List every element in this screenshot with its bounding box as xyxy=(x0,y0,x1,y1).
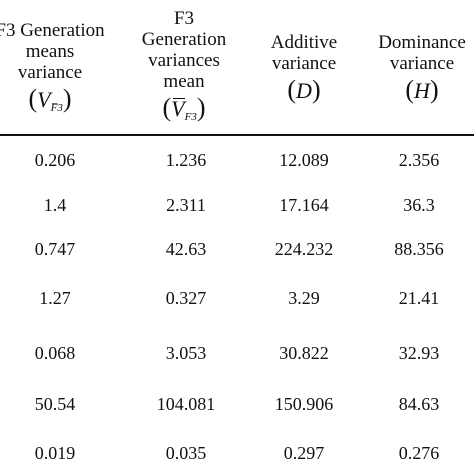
header-line: variance xyxy=(389,53,455,74)
table-cell: 50.54 xyxy=(34,394,76,414)
header-symbol: (VF̅3) xyxy=(28,84,72,115)
header-line: variance xyxy=(271,53,337,74)
table-cell: 0.276 xyxy=(398,443,440,463)
table-cell: 0.035 xyxy=(165,443,207,463)
header-f3-generation-variances-mean: F3 Generation variances mean (VF3) xyxy=(120,8,248,131)
table-cell: 2.311 xyxy=(166,195,206,215)
table-cell: 88.356 xyxy=(394,239,444,259)
table-cell: 0.206 xyxy=(34,150,76,170)
table-cell: 1.27 xyxy=(39,288,71,308)
header-dominance-variance: Dominance variance (H) xyxy=(364,32,474,105)
header-line: F3 xyxy=(173,8,195,29)
header-line: Dominance xyxy=(378,32,466,53)
table-cell: 17.164 xyxy=(279,195,329,215)
table-cell: 30.822 xyxy=(279,343,329,363)
header-symbol: (H) xyxy=(405,75,439,104)
table-cell: 3.29 xyxy=(288,288,320,308)
table-cell: 42.63 xyxy=(165,239,207,259)
table-cell: 1.236 xyxy=(165,150,207,170)
header-line: variances xyxy=(148,50,220,71)
header-line: F3 Generation xyxy=(0,20,105,41)
table-cell: 32.93 xyxy=(398,343,440,363)
table-cell: 12.089 xyxy=(279,150,329,170)
table-cell: 150.906 xyxy=(274,394,334,414)
table-cell: 224.232 xyxy=(274,239,334,259)
header-line: variance xyxy=(17,62,83,83)
header-line: mean xyxy=(163,71,205,92)
header-additive-variance: Additive variance (D) xyxy=(248,32,360,105)
table-cell: 21.41 xyxy=(398,288,440,308)
table-cell: 0.747 xyxy=(34,239,76,259)
table-cell: 2.356 xyxy=(398,150,440,170)
table-cell: 3.053 xyxy=(165,343,207,363)
table-cell: 36.3 xyxy=(403,195,435,215)
table-cell: 0.019 xyxy=(34,443,76,463)
table-cell: 104.081 xyxy=(156,394,216,414)
table-cell: 0.068 xyxy=(34,343,76,363)
table-cell: 1.4 xyxy=(43,195,67,215)
header-rule xyxy=(0,134,474,136)
table-cell: 84.63 xyxy=(398,394,440,414)
header-line: means xyxy=(25,41,75,62)
header-line: Generation xyxy=(141,29,227,50)
header-symbol: (VF3) xyxy=(162,93,206,124)
table-cell: 0.297 xyxy=(283,443,325,463)
table-cell: 0.327 xyxy=(165,288,207,308)
header-line: Additive xyxy=(270,32,338,53)
header-symbol: (D) xyxy=(287,75,321,104)
header-f3-generation-means-variance: F3 Generation means variance (VF̅3) xyxy=(0,20,110,122)
